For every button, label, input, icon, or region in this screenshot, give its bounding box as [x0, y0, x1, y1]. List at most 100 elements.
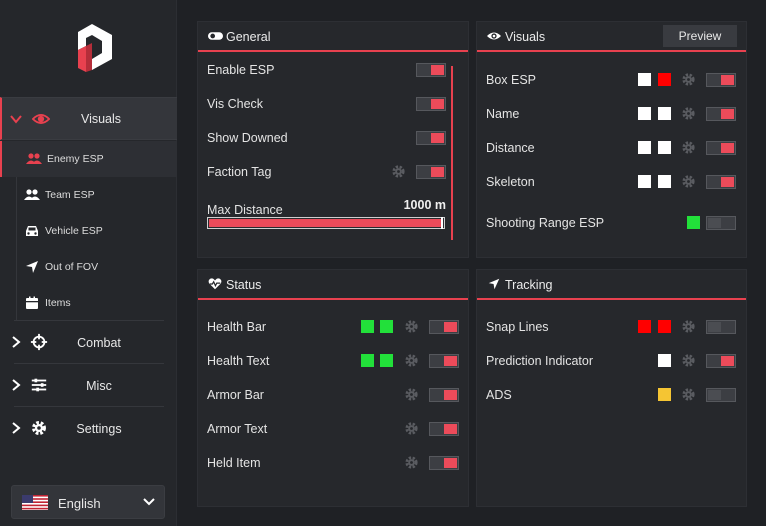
color-swatch[interactable]	[658, 354, 671, 367]
color-swatch[interactable]	[380, 354, 393, 367]
box-esp-toggle[interactable]	[706, 73, 736, 87]
tracking-panel: Tracking Snap Lines Prediction Indicator…	[476, 269, 747, 507]
subnav-label: Vehicle ESP	[45, 225, 103, 237]
nav-label: Combat	[77, 335, 121, 350]
subnav-out-of-fov[interactable]: Out of FOV	[0, 249, 177, 285]
gear-icon[interactable]	[391, 164, 406, 179]
chevron-down-icon	[10, 115, 22, 124]
eye-icon	[32, 114, 50, 124]
setting-row: Distance	[477, 138, 746, 158]
setting-row: Faction Tag	[198, 162, 468, 182]
prediction-indicator-toggle[interactable]	[706, 354, 736, 368]
subnav-vehicle-esp[interactable]: Vehicle ESP	[0, 213, 177, 249]
chevron-down-icon	[143, 498, 155, 506]
color-swatch[interactable]	[638, 141, 651, 154]
max-distance-value: 1000 m	[403, 198, 446, 212]
gear-icon[interactable]	[404, 421, 419, 436]
heartbeat-icon	[208, 278, 222, 290]
subnav-label: Team ESP	[45, 189, 95, 201]
gear-icon	[32, 421, 46, 435]
armor-text-toggle[interactable]	[429, 422, 459, 436]
panel-header: Status	[198, 270, 468, 300]
color-swatch[interactable]	[658, 320, 671, 333]
vis-check-toggle[interactable]	[416, 97, 446, 111]
general-panel: General Enable ESP Vis Check Show Downed…	[197, 21, 469, 258]
color-swatch[interactable]	[380, 320, 393, 333]
gear-icon[interactable]	[404, 319, 419, 334]
preview-button[interactable]: Preview	[663, 25, 737, 47]
setting-row: Snap Lines	[477, 317, 746, 337]
subnav-enemy-esp[interactable]: Enemy ESP	[0, 141, 177, 177]
scrollbar[interactable]	[451, 66, 453, 240]
panel-title: Tracking	[505, 278, 553, 292]
eye-icon	[487, 32, 501, 40]
gear-icon[interactable]	[404, 353, 419, 368]
setting-row: Name	[477, 104, 746, 124]
gear-icon[interactable]	[681, 319, 696, 334]
max-distance-slider[interactable]	[207, 217, 445, 229]
setting-label: Armor Text	[207, 422, 268, 436]
color-swatch[interactable]	[658, 388, 671, 401]
setting-row: Skeleton	[477, 172, 746, 192]
distance-toggle[interactable]	[706, 141, 736, 155]
setting-row: Health Text	[198, 351, 468, 371]
color-swatch[interactable]	[687, 216, 700, 229]
slider-fill	[209, 219, 443, 227]
setting-label: ADS	[486, 388, 512, 402]
color-swatch[interactable]	[361, 320, 374, 333]
panel-header: Visuals Preview	[477, 22, 746, 52]
setting-row: Show Downed	[198, 128, 468, 148]
slider-handle[interactable]	[441, 217, 443, 229]
chevron-right-icon	[12, 422, 21, 434]
color-swatch[interactable]	[638, 175, 651, 188]
held-item-toggle[interactable]	[429, 456, 459, 470]
divider	[14, 406, 164, 407]
visuals-panel: Visuals Preview Box ESP Name Distance Sk…	[476, 21, 747, 258]
setting-label: Shooting Range ESP	[486, 216, 605, 230]
color-swatch[interactable]	[638, 107, 651, 120]
color-swatch[interactable]	[658, 73, 671, 86]
color-swatch[interactable]	[361, 354, 374, 367]
snap-lines-toggle[interactable]	[706, 320, 736, 334]
gear-icon[interactable]	[404, 455, 419, 470]
ads-toggle[interactable]	[706, 388, 736, 402]
faction-tag-toggle[interactable]	[416, 165, 446, 179]
setting-label: Faction Tag	[207, 165, 272, 179]
gear-icon[interactable]	[681, 106, 696, 121]
setting-row: Box ESP	[477, 70, 746, 90]
crosshair-icon	[30, 333, 48, 351]
gear-icon[interactable]	[681, 174, 696, 189]
show-downed-toggle[interactable]	[416, 131, 446, 145]
gear-icon[interactable]	[681, 72, 696, 87]
nav-settings[interactable]: Settings	[0, 407, 177, 450]
gear-icon[interactable]	[404, 387, 419, 402]
health-text-toggle[interactable]	[429, 354, 459, 368]
subnav-team-esp[interactable]: Team ESP	[0, 177, 177, 213]
navigation-arrow-icon	[26, 261, 38, 273]
color-swatch[interactable]	[638, 73, 651, 86]
shooting-range-esp-toggle[interactable]	[706, 216, 736, 230]
skeleton-toggle[interactable]	[706, 175, 736, 189]
car-icon	[26, 226, 38, 236]
nav-misc[interactable]: Misc	[0, 364, 177, 407]
color-swatch[interactable]	[638, 320, 651, 333]
color-swatch[interactable]	[658, 175, 671, 188]
setting-label: Held Item	[207, 456, 261, 470]
enable-esp-toggle[interactable]	[416, 63, 446, 77]
armor-bar-toggle[interactable]	[429, 388, 459, 402]
color-swatch[interactable]	[658, 107, 671, 120]
health-bar-toggle[interactable]	[429, 320, 459, 334]
setting-row: Vis Check	[198, 94, 468, 114]
subnav-items[interactable]: Items	[0, 285, 177, 321]
gear-icon[interactable]	[681, 387, 696, 402]
name-toggle[interactable]	[706, 107, 736, 121]
nav-combat[interactable]: Combat	[0, 321, 177, 364]
box-icon	[26, 296, 38, 309]
nav-visuals[interactable]: Visuals	[0, 97, 177, 140]
gear-icon[interactable]	[681, 353, 696, 368]
chevron-right-icon	[12, 336, 21, 348]
gear-icon[interactable]	[681, 140, 696, 155]
language-select[interactable]: English	[11, 485, 165, 519]
setting-label: Name	[486, 107, 520, 121]
color-swatch[interactable]	[658, 141, 671, 154]
